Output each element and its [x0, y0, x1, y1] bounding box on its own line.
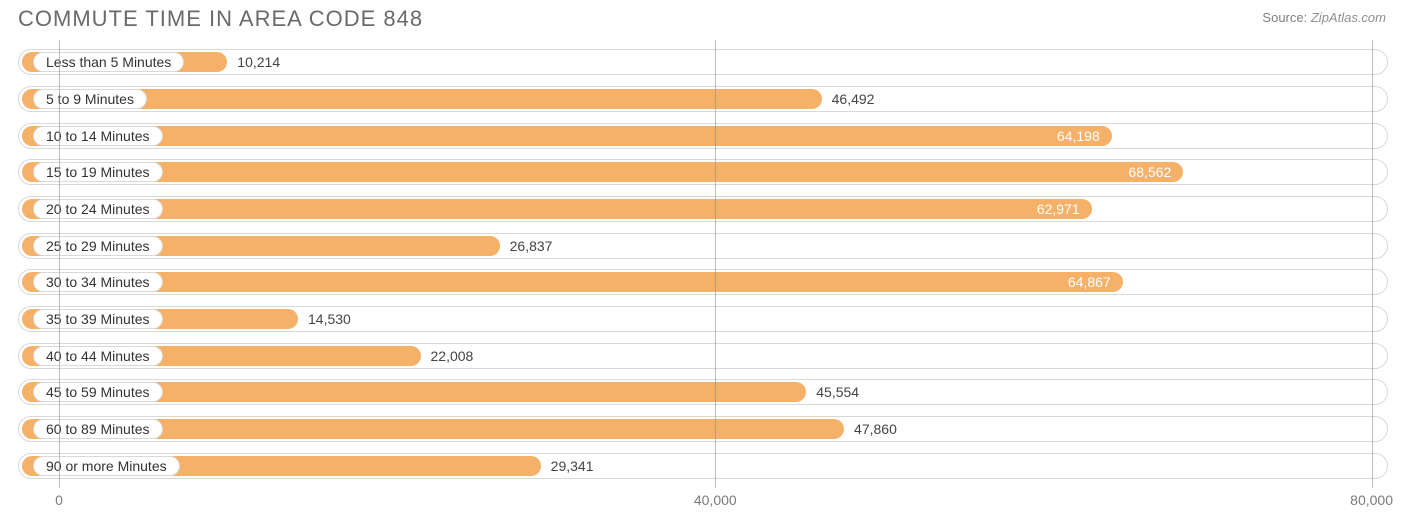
value-label: 22,008: [431, 344, 474, 368]
value-label: 47,860: [854, 417, 897, 441]
value-label: 26,837: [510, 234, 553, 258]
category-pill: 20 to 24 Minutes: [33, 199, 163, 219]
category-pill: 10 to 14 Minutes: [33, 126, 163, 146]
source-attribution: Source: ZipAtlas.com: [1262, 6, 1386, 25]
value-label: 29,341: [551, 454, 594, 478]
value-label: 10,214: [237, 50, 280, 74]
value-label: 45,554: [816, 380, 859, 404]
bar-track: 40 to 44 Minutes 22,008: [18, 343, 1388, 369]
category-pill: 35 to 39 Minutes: [33, 309, 163, 329]
value-label: 14,530: [308, 307, 351, 331]
x-axis-tick: 40,000: [694, 492, 737, 508]
bar-fill: [22, 162, 1183, 182]
bar-fill: [22, 126, 1112, 146]
gridline: [715, 40, 716, 488]
source-label: Source:: [1262, 10, 1307, 25]
category-pill: 60 to 89 Minutes: [33, 419, 163, 439]
bar-container: Less than 5 Minutes 10,214 5 to 9 Minutes 4…: [18, 40, 1388, 488]
category-pill: 15 to 19 Minutes: [33, 162, 163, 182]
bar-track: 25 to 29 Minutes 26,837: [18, 233, 1388, 259]
value-label: 64,867: [1068, 270, 1111, 294]
value-label: 68,562: [1128, 160, 1171, 184]
category-pill: Less than 5 Minutes: [33, 52, 184, 72]
value-label: 64,198: [1057, 124, 1100, 148]
bar-fill: [22, 272, 1123, 292]
category-pill: 90 or more Minutes: [33, 456, 180, 476]
bar-track: 5 to 9 Minutes 46,492: [18, 86, 1388, 112]
gridline: [59, 40, 60, 488]
bar-fill: [22, 199, 1092, 219]
chart-title: COMMUTE TIME IN AREA CODE 848: [18, 6, 423, 32]
bar-track: 15 to 19 Minutes 68,562: [18, 159, 1388, 185]
header: COMMUTE TIME IN AREA CODE 848 Source: Zi…: [0, 0, 1406, 32]
bar-track: 60 to 89 Minutes 47,860: [18, 416, 1388, 442]
value-label: 46,492: [832, 87, 875, 111]
category-pill: 5 to 9 Minutes: [33, 89, 147, 109]
bar-track: 90 or more Minutes 29,341: [18, 453, 1388, 479]
chart-plot-area: Less than 5 Minutes 10,214 5 to 9 Minutes 4…: [18, 40, 1388, 488]
source-name: ZipAtlas.com: [1311, 10, 1386, 25]
category-pill: 40 to 44 Minutes: [33, 346, 163, 366]
category-pill: 30 to 34 Minutes: [33, 272, 163, 292]
value-label: 62,971: [1037, 197, 1080, 221]
bar-track: 35 to 39 Minutes 14,530: [18, 306, 1388, 332]
bar-track: Less than 5 Minutes 10,214: [18, 49, 1388, 75]
category-pill: 25 to 29 Minutes: [33, 236, 163, 256]
category-pill: 45 to 59 Minutes: [33, 382, 163, 402]
x-axis-tick: 0: [55, 492, 63, 508]
gridline: [1372, 40, 1373, 488]
bar-track: 10 to 14 Minutes 64,198: [18, 123, 1388, 149]
bar-track: 45 to 59 Minutes 45,554: [18, 379, 1388, 405]
bar-track: 30 to 34 Minutes 64,867: [18, 269, 1388, 295]
x-axis-tick: 80,000: [1350, 492, 1393, 508]
bar-track: 20 to 24 Minutes 62,971: [18, 196, 1388, 222]
x-axis: 040,00080,000: [18, 492, 1388, 512]
